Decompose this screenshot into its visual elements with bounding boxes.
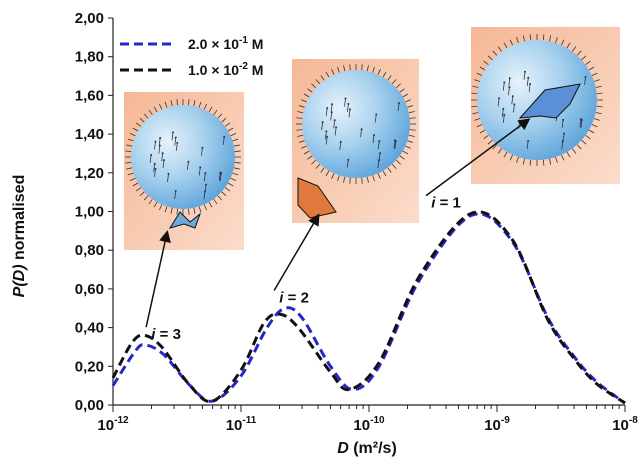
- x-axis: 10-12 10-11 10-10 10-9 10-8: [97, 405, 638, 434]
- y-axis: 0,00 0,20 0,40 0,60 0,80 1,00 1,20 1,40 1,60 1,80…: [75, 10, 113, 414]
- y-tick-label: 0,60: [75, 281, 104, 298]
- peak-label-i1: i = 1: [431, 195, 461, 212]
- y-tick-label: 1,00: [75, 204, 104, 221]
- x-tick-label: 10-8: [612, 415, 638, 434]
- x-tick-label: 10-12: [97, 415, 129, 434]
- peak-annotations: i = 3 i = 2 i = 1: [145, 118, 531, 343]
- cluster-shape: [518, 83, 581, 119]
- y-tick-label: 1,20: [75, 165, 104, 182]
- series-line-2: [111, 210, 626, 405]
- dipole-arrows: [321, 97, 401, 169]
- dipole-arrows: [149, 131, 226, 200]
- legend-label-1: 2.0 × 10-1 M: [188, 35, 263, 52]
- surfactant-fringe: [471, 34, 603, 166]
- x-tick-label: 10-10: [353, 415, 385, 434]
- peak-arrow-i1: [425, 118, 531, 197]
- y-tick-label: 0,20: [75, 358, 104, 375]
- y-tick-label: 2,00: [75, 10, 104, 27]
- y-tick-label: 0,00: [75, 397, 104, 414]
- droplet: [302, 70, 410, 178]
- y-tick-label: 1,60: [75, 87, 104, 104]
- peak-arrow-i2: [273, 213, 320, 291]
- peak-arrow-i3: [145, 230, 171, 328]
- peak-label-i3: i = 3: [151, 326, 181, 343]
- legend: 2.0 × 10-1 M 1.0 × 10-2 M: [120, 35, 263, 78]
- x-tick-label: 10-9: [484, 415, 510, 434]
- surfactant-fringe: [125, 99, 241, 215]
- cluster-shape: [297, 177, 337, 219]
- y-axis-label: P(D) normalised: [11, 175, 28, 298]
- x-tick-label: 10-11: [226, 415, 257, 434]
- legend-label-2: 1.0 × 10-2 M: [188, 61, 263, 78]
- cluster-shape: [168, 211, 202, 229]
- y-tick-label: 1,80: [75, 49, 104, 66]
- inset-i3: [124, 92, 244, 250]
- droplet: [131, 105, 235, 209]
- x-axis-label: D (m²/s): [337, 440, 397, 457]
- insets: [124, 27, 620, 250]
- y-tick-label: 1,40: [75, 126, 104, 143]
- series-lines: [111, 210, 626, 405]
- inset-i2: [292, 59, 419, 223]
- surfactant-fringe: [296, 64, 416, 184]
- y-tick-label: 0,40: [75, 320, 104, 337]
- peak-label-i2: i = 2: [279, 289, 309, 306]
- inset-i1: [471, 27, 620, 184]
- y-tick-label: 0,80: [75, 242, 104, 259]
